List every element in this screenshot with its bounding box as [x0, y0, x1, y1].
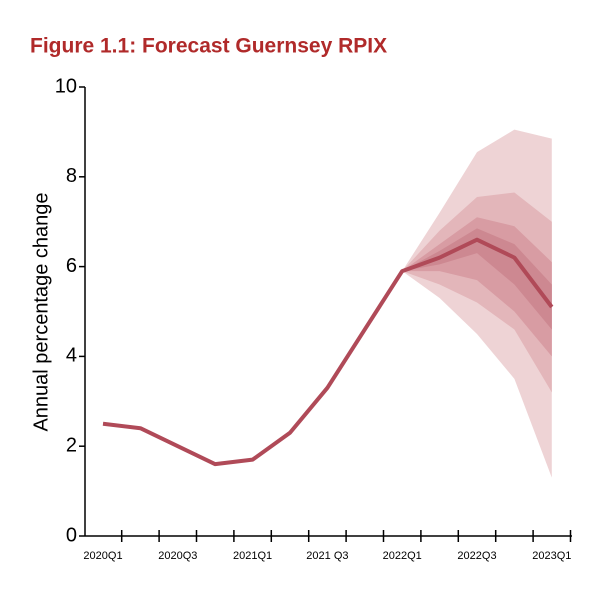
chart-title: Figure 1.1: Forecast Guernsey RPIX: [30, 35, 387, 58]
x-tick-label: 2022Q3: [457, 550, 496, 562]
y-tick-label: 0: [66, 524, 77, 546]
x-tick-label: 2023Q1: [532, 550, 571, 562]
y-axis-label: Annual percentage change: [30, 192, 52, 431]
x-tick-label: 2021Q1: [233, 550, 272, 562]
y-tick-label: 10: [55, 75, 77, 97]
fan-band: [402, 228, 552, 330]
x-tick-label: 2022Q1: [383, 550, 422, 562]
y-tick-label: 2: [66, 434, 77, 456]
y-tick-label: 4: [66, 345, 77, 367]
y-tick-label: 6: [66, 255, 77, 277]
line: [102, 237, 554, 467]
x-tick-label: 2020Q3: [158, 550, 197, 562]
x-tick-label: 2020Q1: [83, 550, 122, 562]
y-tick-label: 8: [66, 165, 77, 187]
x-tick-label: 2021 Q3: [306, 550, 348, 562]
